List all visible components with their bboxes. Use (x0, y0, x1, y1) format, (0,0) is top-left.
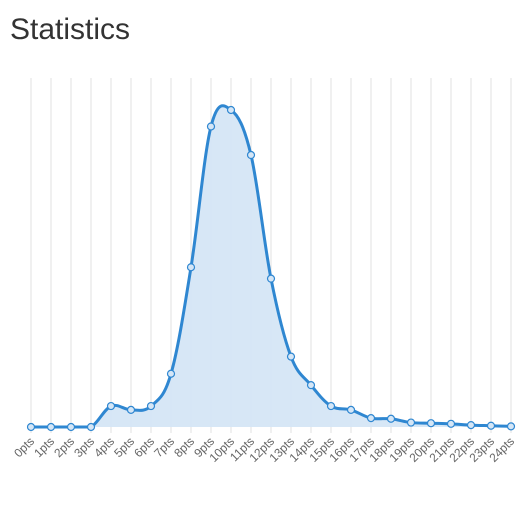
series-area (31, 105, 511, 427)
data-point-10pts[interactable] (226, 105, 236, 115)
data-point-24pts[interactable] (506, 422, 516, 431)
data-point-6pts[interactable] (146, 401, 156, 411)
data-point-15pts[interactable] (326, 401, 336, 411)
data-point-23pts[interactable] (486, 421, 496, 430)
data-point-22pts[interactable] (466, 420, 476, 430)
data-point-20pts[interactable] (426, 419, 436, 428)
data-point-9pts[interactable] (206, 122, 216, 131)
data-point-14pts[interactable] (306, 381, 316, 390)
data-point-19pts[interactable] (406, 418, 416, 427)
series-area-fill (31, 105, 511, 427)
data-point-2pts[interactable] (66, 422, 76, 432)
data-point-1pts[interactable] (46, 422, 56, 432)
data-point-7pts[interactable] (166, 369, 176, 378)
data-point-4pts[interactable] (106, 401, 116, 411)
data-point-3pts[interactable] (86, 422, 96, 432)
data-point-13pts[interactable] (286, 352, 296, 361)
data-point-21pts[interactable] (446, 419, 456, 428)
data-point-18pts[interactable] (386, 414, 396, 423)
data-point-11pts[interactable] (246, 150, 256, 160)
data-point-16pts[interactable] (346, 405, 356, 414)
x-axis-tick-labels: 0pts1pts2pts3pts4pts5pts6pts7pts8pts9pts… (11, 434, 517, 465)
data-point-0pts[interactable] (26, 422, 36, 432)
data-point-5pts[interactable] (126, 405, 136, 414)
data-points (26, 105, 516, 432)
data-point-8pts[interactable] (186, 263, 196, 272)
data-point-12pts[interactable] (266, 274, 276, 283)
data-point-17pts[interactable] (366, 414, 376, 423)
page-title: Statistics (10, 13, 131, 46)
